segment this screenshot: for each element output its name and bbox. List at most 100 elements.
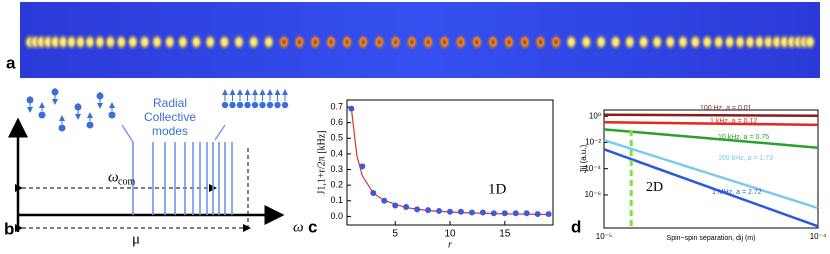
ion: [733, 33, 748, 51]
series-line: [603, 120, 819, 127]
annotation: 1D: [488, 181, 507, 197]
ion: [549, 33, 564, 51]
ion: [340, 33, 355, 51]
y-tick-label: 0.4: [330, 148, 343, 158]
panel-label: c: [308, 217, 317, 236]
ion: [38, 111, 46, 119]
ion: [274, 101, 281, 109]
ion: [711, 33, 726, 51]
ion: [259, 101, 266, 109]
y-tick-label: 0.1: [330, 195, 343, 205]
ion: [292, 33, 307, 51]
ion: [261, 33, 276, 51]
series-label: 10 kHz, a = 0.75: [718, 134, 769, 141]
ion: [251, 101, 259, 109]
annotation: 2D: [646, 180, 663, 195]
series-line: [603, 148, 819, 228]
x-tick-label: 10⁻⁵: [596, 232, 612, 241]
data-point: [392, 202, 399, 209]
data-point: [512, 210, 519, 217]
ion: [663, 33, 678, 51]
y-tick-label: 10⁻²: [585, 138, 601, 147]
ion: [404, 33, 419, 51]
data-point: [436, 207, 443, 214]
y-axis-label: J1,1+r/2π [kHz]: [316, 130, 327, 194]
ion: [650, 33, 665, 51]
fit-line: [350, 108, 549, 216]
data-point: [414, 206, 421, 213]
ion: [636, 33, 651, 51]
data-point: [523, 210, 530, 217]
ion: [246, 33, 261, 51]
series-label: 1 kHz, a = 0.12: [710, 118, 757, 125]
data-point: [457, 208, 464, 215]
y-tick-label: 0.0: [330, 211, 343, 221]
ion: [266, 101, 274, 109]
series-line: [603, 113, 819, 117]
series-label: 1 MHz, a = 2.72: [712, 189, 762, 196]
x-tick-label: 5: [392, 229, 398, 240]
ion: [324, 33, 339, 51]
ion: [221, 101, 229, 109]
data-point: [479, 209, 486, 216]
omega-com-sub: com: [118, 176, 135, 187]
ion: [276, 33, 291, 51]
ion: [700, 33, 715, 51]
data-point: [545, 211, 552, 218]
data-point: [403, 204, 410, 211]
panel-label: b: [4, 219, 14, 238]
ion: [236, 101, 244, 109]
ion: [82, 33, 97, 51]
panel-label: a: [6, 53, 16, 72]
series-label: 100 kHz, a = 1.73: [718, 155, 773, 162]
ion: [137, 33, 152, 51]
series-line: [603, 138, 819, 210]
x-tick-label: 10: [444, 229, 456, 240]
ion-chain: [23, 33, 817, 51]
y-tick-label: 0.2: [330, 180, 343, 190]
ion: [217, 33, 232, 51]
ion: [203, 33, 218, 51]
omega-com: ω: [108, 169, 119, 185]
ion: [86, 121, 94, 129]
ion: [108, 111, 116, 119]
ion: [722, 33, 737, 51]
series-line: [603, 128, 819, 149]
ion: [437, 33, 452, 51]
ion: [388, 33, 403, 51]
y-tick-label: 0.7: [330, 101, 343, 111]
ion: [453, 33, 468, 51]
ion: [594, 33, 609, 51]
ion: [421, 33, 436, 51]
ion: [501, 33, 516, 51]
ion: [517, 33, 532, 51]
modes-label: Collective: [144, 110, 196, 124]
y-tick-label: 0.6: [330, 117, 343, 127]
ion: [356, 33, 371, 51]
ion: [189, 33, 204, 51]
ion: [58, 124, 66, 132]
y-tick-label: 0.5: [330, 133, 343, 143]
ion: [469, 33, 484, 51]
x-tick-label: 15: [499, 229, 511, 240]
data-point: [534, 211, 541, 218]
omega-label: ω: [293, 219, 304, 235]
y-tick-label: 0.3: [330, 164, 343, 174]
ion: [564, 33, 579, 51]
data-point: [468, 209, 475, 216]
ion: [803, 33, 817, 51]
x-axis-label: Spin−spin separation, dij (m): [667, 235, 756, 242]
data-point: [359, 163, 366, 170]
ion: [175, 33, 190, 51]
ion-modes: [26, 88, 289, 132]
ion: [533, 33, 548, 51]
ion: [162, 33, 177, 51]
series-label: 100 Hz, a = 0.01: [700, 105, 752, 112]
panel-label: d: [571, 217, 581, 236]
ion: [372, 33, 387, 51]
y-tick-label: 10⁰: [589, 111, 601, 120]
ion: [231, 33, 246, 51]
ion: [229, 101, 236, 109]
ion: [579, 33, 594, 51]
